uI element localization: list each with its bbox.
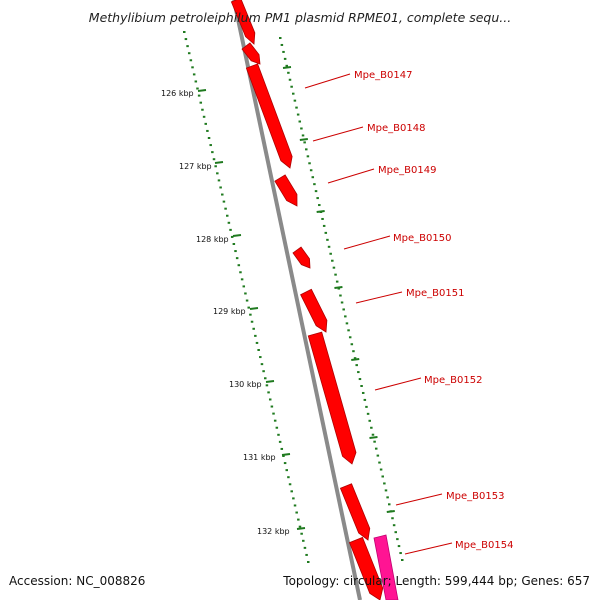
- kbp-major-tick: [281, 453, 291, 456]
- gene-label[interactable]: Mpe_B0154: [455, 540, 513, 551]
- accession-label: Accession: NC_008826: [9, 574, 146, 588]
- gene-label[interactable]: Mpe_B0147: [354, 70, 412, 81]
- gene-leader-line: [395, 493, 443, 506]
- kbp-label: 132 kbp: [257, 527, 290, 536]
- kbp-major-tick: [296, 527, 306, 530]
- gene-arrow: [300, 288, 328, 333]
- kbp-major-tick: [249, 307, 259, 310]
- gene-label[interactable]: Mpe_B0149: [378, 165, 436, 176]
- gene-features: [230, 0, 399, 600]
- kbp-major-tick: [197, 89, 207, 92]
- gene-leader-line: [343, 235, 391, 250]
- kbp-label: 131 kbp: [243, 453, 276, 462]
- inner-tick-track: [183, 31, 310, 563]
- topology-summary: Topology: circular; Length: 599,444 bp; …: [283, 574, 590, 588]
- outer-major-tick: [299, 138, 308, 141]
- outer-major-tick: [351, 358, 360, 361]
- gene-arrow: [230, 0, 256, 45]
- gene-arrow: [245, 63, 293, 169]
- outer-major-tick: [282, 66, 292, 69]
- sequence-backbone: [232, 0, 362, 600]
- gene-leader-line: [374, 377, 422, 391]
- gene-arrow: [348, 536, 384, 600]
- gene-leader-line: [327, 168, 375, 184]
- outer-major-tick: [316, 210, 325, 213]
- map-title: Methylibium petroleiphilum PM1 plasmid R…: [88, 10, 512, 25]
- kbp-major-tick: [232, 234, 242, 237]
- kbp-label: 129 kbp: [213, 307, 246, 316]
- gene-arrow: [241, 42, 261, 65]
- kbp-major-tick: [265, 380, 275, 383]
- gene-leader-line: [355, 291, 403, 304]
- label-leader-lines: [304, 73, 453, 555]
- outer-tick-track: [279, 37, 404, 561]
- outer-major-tick: [334, 286, 343, 289]
- gene-labels: Mpe_B0147 Mpe_B0148 Mpe_B0149 Mpe_B0150 Mpe_…: [354, 70, 513, 551]
- gene-label[interactable]: Mpe_B0150: [393, 233, 451, 244]
- gene-leader-line: [404, 542, 453, 555]
- kbp-label: 126 kbp: [161, 89, 194, 98]
- kbp-label: 128 kbp: [196, 235, 229, 244]
- kbp-major-tick: [214, 161, 224, 164]
- kbp-tick-labels: 126 kbp 127 kbp 128 kbp 129 kbp 130 kbp 131 k…: [161, 89, 306, 536]
- gene-arrow: [292, 246, 311, 269]
- outer-major-tick: [386, 510, 395, 513]
- gene-arrow: [274, 174, 298, 207]
- gene-arrow: [339, 483, 371, 541]
- outer-major-tick: [369, 436, 378, 439]
- gene-leader-line: [312, 126, 364, 142]
- gene-label[interactable]: Mpe_B0148: [367, 123, 425, 134]
- gene-label[interactable]: Mpe_B0152: [424, 375, 482, 386]
- kbp-label: 130 kbp: [229, 380, 262, 389]
- gene-label[interactable]: Mpe_B0151: [406, 288, 464, 299]
- gene-leader-line: [304, 73, 351, 89]
- backbone-line: [232, 0, 362, 600]
- gene-label[interactable]: Mpe_B0153: [446, 491, 504, 502]
- gene-arrow: [307, 331, 357, 465]
- kbp-label: 127 kbp: [179, 162, 212, 171]
- gene-arrow-highlight: [373, 534, 399, 600]
